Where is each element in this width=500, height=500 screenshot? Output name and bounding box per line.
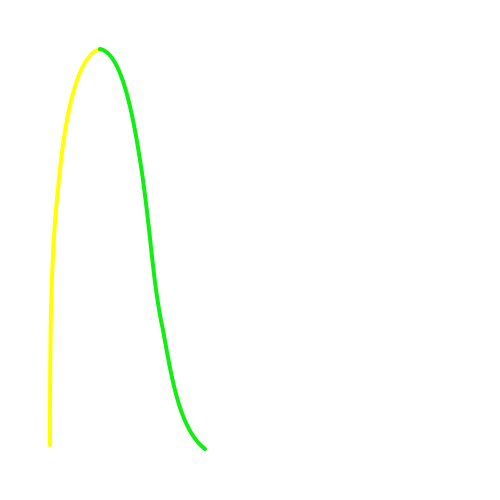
green-curve (98, 47, 207, 451)
yellow-curve (48, 47, 102, 447)
